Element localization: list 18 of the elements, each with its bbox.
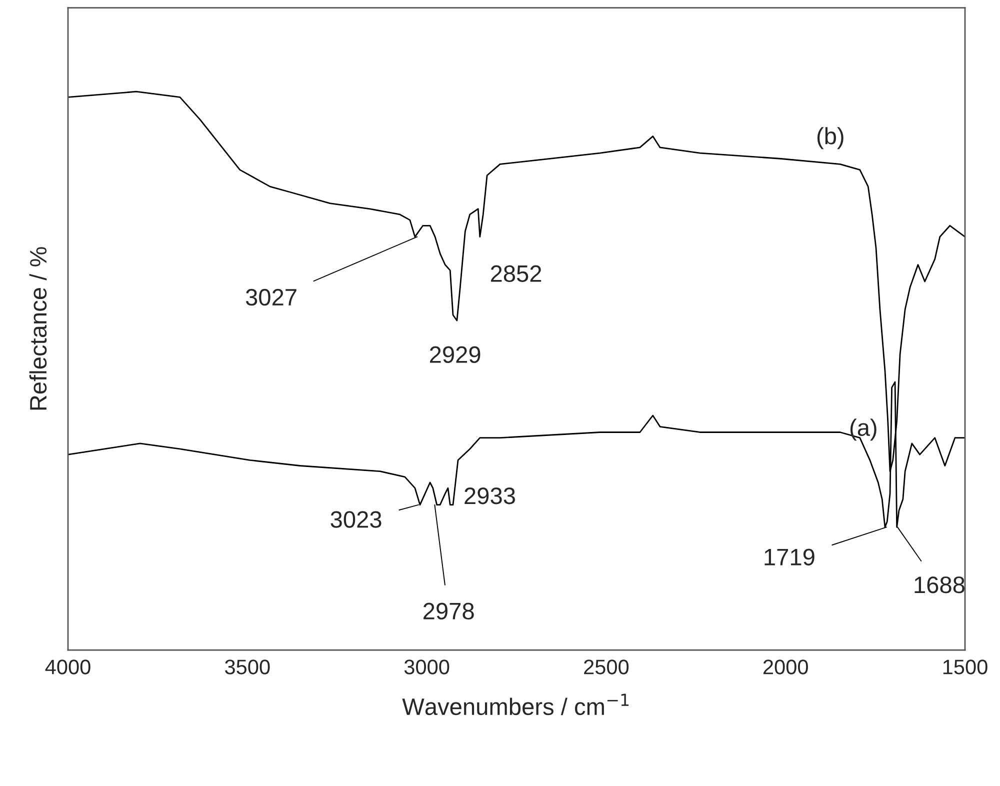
annotation: 2933 — [464, 488, 515, 504]
annotation: 2978 — [424, 602, 474, 620]
x-tick-label: 1500 — [943, 660, 988, 674]
x-tick-label: 3000 — [404, 660, 450, 674]
annotation: 2929 — [430, 346, 480, 364]
annotation: 3027 — [246, 288, 296, 306]
series-label: (b) — [817, 127, 844, 150]
annotation: 3023 — [330, 511, 382, 528]
x-tick-label: 2500 — [584, 660, 629, 674]
x-tick-label: 2000 — [763, 660, 808, 674]
x-tick-label: 3500 — [225, 660, 270, 674]
series-label: (a) — [850, 418, 876, 441]
annotation: 1688 — [914, 576, 964, 594]
annotation: 1719 — [764, 548, 814, 566]
annotation: 2852 — [490, 265, 542, 282]
x-tick-label: 4000 — [45, 660, 90, 674]
y-axis-title: Reflectance / % — [29, 247, 47, 410]
x-axis-title: Wavenumbers / cm$^{−1}$ — [402, 694, 629, 716]
